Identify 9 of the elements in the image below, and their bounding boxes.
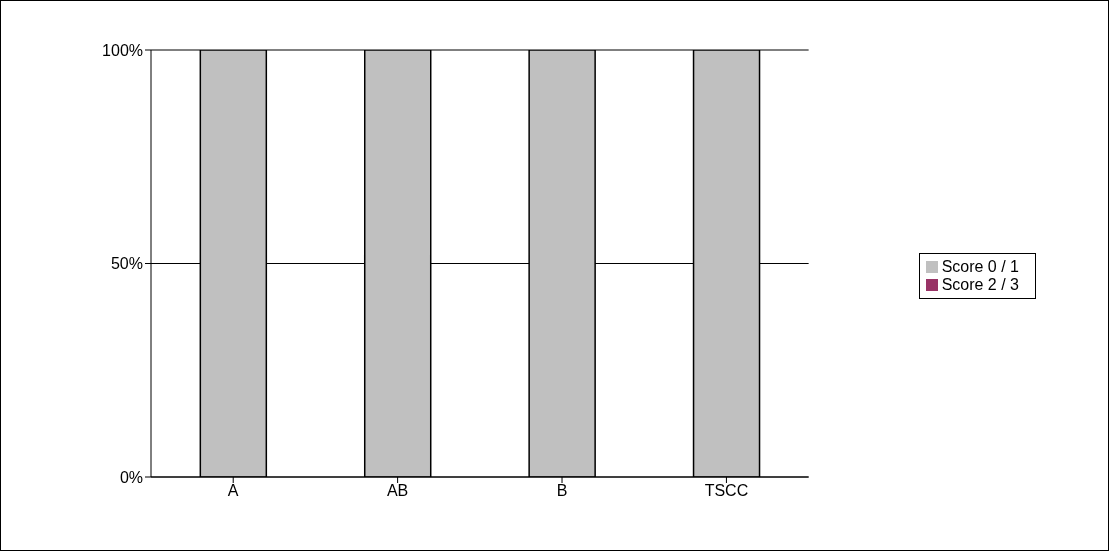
- legend-label: Score 0 / 1: [941, 257, 1019, 275]
- x-tick-label: AB: [386, 482, 409, 500]
- y-tick-label: 50%: [110, 255, 143, 273]
- x-tick-label: A: [227, 482, 239, 500]
- x-tick-label: B: [556, 482, 568, 500]
- y-tick-label: 0%: [119, 468, 143, 486]
- x-tick-label: TSCC: [704, 482, 749, 500]
- legend-label: Score 2 / 3: [941, 275, 1019, 293]
- y-tick-label: 100%: [102, 41, 143, 59]
